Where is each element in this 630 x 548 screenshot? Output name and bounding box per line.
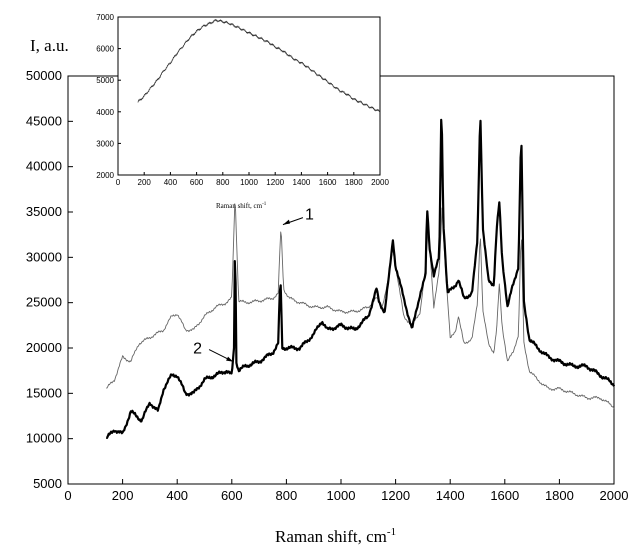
main-y-tick-label: 30000	[26, 249, 62, 264]
main-x-tick-label: 0	[64, 488, 71, 503]
inset-series-line	[137, 18, 380, 112]
main-y-tick-label: 5000	[33, 476, 62, 491]
inset-x-tick-label: 1200	[266, 178, 284, 187]
inset-y-tick-label: 3000	[96, 139, 114, 148]
annotation-arrowhead-1	[282, 219, 290, 225]
inset-plot: 2000 3000 4000 5000 6000 7000 0 200 400 600 800 10…	[96, 13, 389, 210]
main-y-tick-label: 50000	[26, 68, 62, 83]
inset-x-tick-label: 800	[216, 178, 230, 187]
main-x-tick-label: 2000	[600, 488, 629, 503]
annotation-label-2: 2	[193, 341, 202, 358]
inset-y-tick-label: 6000	[96, 45, 114, 54]
main-y-tick-label: 45000	[26, 113, 62, 128]
inset-plot-frame	[117, 16, 381, 176]
annotations: 12	[193, 207, 314, 363]
inset-y-tick-label: 5000	[96, 76, 114, 85]
inset-y-tick-label: 4000	[96, 108, 114, 117]
main-x-tick-label: 1200	[381, 488, 410, 503]
annotation-arrowhead-2	[226, 356, 234, 362]
inset-x-tick-label: 600	[190, 178, 204, 187]
inset-x-tick-label: 200	[138, 178, 152, 187]
inset-x-axis-title-text: Raman shift, cm	[216, 202, 263, 210]
x-axis-title-superscript: -1	[387, 526, 396, 538]
main-x-tick-label: 200	[112, 488, 134, 503]
inset-x-tick-label: 1400	[293, 178, 311, 187]
x-axis-title: Raman shift, cm-1	[275, 526, 396, 546]
inset-series-group	[137, 18, 380, 112]
main-x-tick-label: 1400	[436, 488, 465, 503]
main-x-axis: 0 200 400 600 800 1000 1200 1400 1600 1800 2000	[64, 479, 628, 503]
inset-y-tick-label: 2000	[96, 171, 114, 180]
inset-x-axis-title-superscript: -1	[262, 202, 267, 207]
main-x-tick-label: 600	[221, 488, 243, 503]
annotation-label-1: 1	[305, 207, 314, 224]
inset-x-tick-label: 1000	[240, 178, 258, 187]
inset-x-tick-label: 0	[116, 178, 121, 187]
main-y-tick-label: 40000	[26, 159, 62, 174]
main-x-tick-label: 400	[166, 488, 188, 503]
inset-y-tick-label: 7000	[96, 13, 114, 22]
inset-x-axis: 0 200 400 600 800 1000 1200 1400 1600 1800 2000	[116, 172, 389, 187]
inset-y-axis: 2000 3000 4000 5000 6000 7000	[96, 13, 121, 180]
main-y-tick-label: 25000	[26, 295, 62, 310]
main-x-tick-label: 1000	[327, 488, 356, 503]
main-x-tick-label: 800	[276, 488, 298, 503]
series-line-curve-1	[106, 203, 615, 409]
main-y-axis: 5000 10000 15000 20000 25000 30000 35000 40000 4…	[26, 68, 73, 491]
main-y-tick-label: 20000	[26, 340, 62, 355]
y-axis-title: I, a.u.	[30, 36, 69, 55]
inset-x-tick-label: 2000	[371, 178, 389, 187]
inset-x-tick-label: 1600	[319, 178, 337, 187]
main-y-tick-label: 35000	[26, 204, 62, 219]
series-line-curve-2	[105, 118, 616, 439]
inset-x-tick-label: 1800	[345, 178, 363, 187]
inset-x-axis-title: Raman shift, cm-1	[216, 202, 267, 210]
main-y-tick-label: 15000	[26, 385, 62, 400]
main-y-tick-label: 10000	[26, 431, 62, 446]
main-plot: 5000100001500020000250003000035000400004…	[26, 68, 629, 503]
main-x-tick-label: 1800	[545, 488, 574, 503]
main-series-group	[105, 118, 616, 439]
x-axis-title-text: Raman shift, cm	[275, 527, 387, 546]
inset-x-tick-label: 400	[164, 178, 178, 187]
main-x-tick-label: 1600	[490, 488, 519, 503]
